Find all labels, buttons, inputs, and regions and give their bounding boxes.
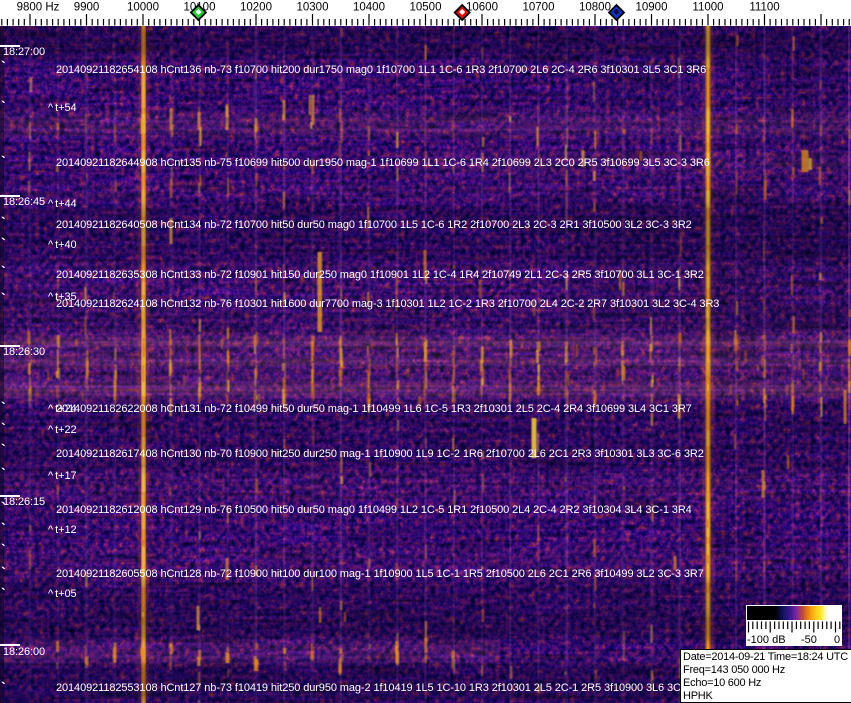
svg-text:10400: 10400	[353, 2, 385, 14]
svg-text:11000: 11000	[692, 2, 723, 14]
svg-text:10000: 10000	[127, 2, 159, 14]
svg-text:10200: 10200	[240, 2, 272, 14]
svg-text:10600: 10600	[466, 2, 498, 14]
svg-text:10700: 10700	[523, 2, 555, 14]
svg-text:10900: 10900	[636, 2, 668, 14]
svg-text:9900: 9900	[74, 2, 100, 14]
svg-text:9800 Hz: 9800 Hz	[17, 2, 60, 14]
svg-text:10500: 10500	[410, 2, 442, 14]
svg-text:10800: 10800	[579, 2, 611, 14]
svg-text:10300: 10300	[297, 2, 329, 14]
svg-text:11100: 11100	[749, 2, 779, 14]
